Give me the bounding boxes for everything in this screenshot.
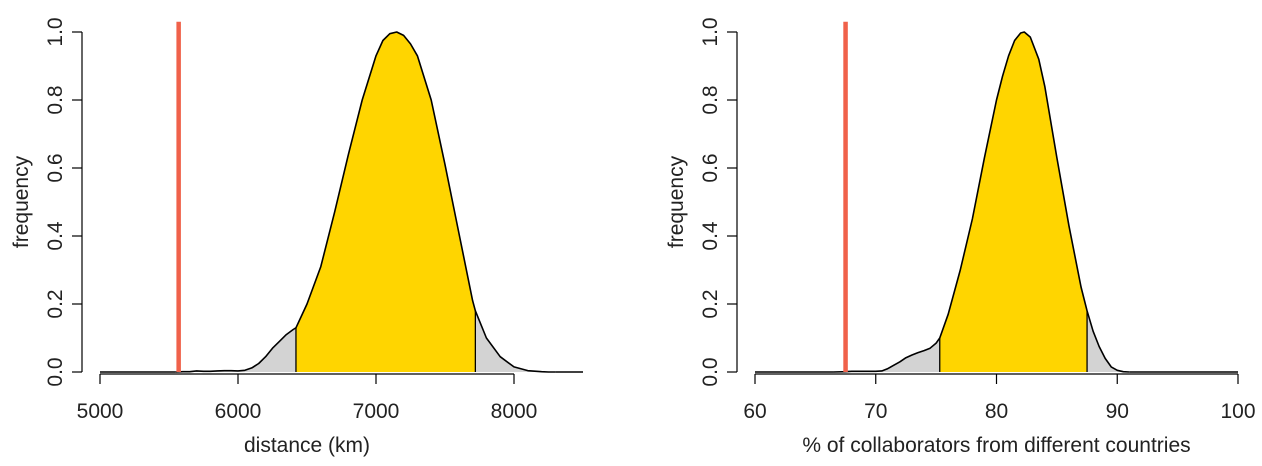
chart1-y-tick-label-4: 0.8: [44, 85, 67, 114]
chart1-y-tick-label-5: 1.0: [44, 17, 67, 46]
chart1-y-tick-label-0: 0.0: [44, 357, 67, 386]
chart2-y-axis-title: frequency: [665, 155, 688, 248]
chart1-interval-area: [295, 32, 476, 372]
chart2-x-tick-label-4: 100: [1220, 400, 1255, 423]
chart2-density-curve: [833, 31, 1130, 373]
chart2-y-tick-label-4: 0.8: [699, 85, 722, 114]
chart1-left-tail-area: [175, 327, 296, 372]
chart1-y-axis-title: frequency: [10, 155, 33, 248]
chart2-y-tick-label-1: 0.2: [699, 289, 722, 318]
chart1-x-tick-label-0: 5000: [77, 400, 124, 423]
chart1-right-tail-area: [475, 310, 556, 372]
chart2-y-tick-label-5: 1.0: [699, 17, 722, 46]
chart1-x-tick-label-1: 6000: [215, 400, 262, 423]
chart2-right-tail-area: [1087, 310, 1130, 372]
chart2-panel: 60 70 80 90 100 0.0 0.2 0.4 0.6 0.8 1.0 % of collab…: [665, 17, 1256, 457]
chart2-x-tick-label-2: 80: [985, 400, 1008, 423]
chart2-x-axis-title: % of collaborators from different countr…: [802, 434, 1190, 457]
chart2-y-tick-label-2: 0.4: [699, 221, 722, 251]
chart1-y-tick-label-2: 0.4: [44, 221, 67, 251]
chart1-panel: 5000 6000 7000 8000 0.0 0.2 0.4 0.6 0.8 1.0 distan…: [10, 17, 583, 457]
chart2-x-tick-label-0: 60: [743, 400, 766, 423]
chart1-x-axis-title: distance (km): [244, 434, 370, 457]
chart2-y-tick-label-0: 0.0: [699, 357, 722, 386]
chart1-x-tick-label-2: 7000: [353, 400, 400, 423]
chart2-x-tick-label-1: 70: [864, 400, 887, 423]
chart1-x-tick-label-3: 8000: [491, 400, 538, 423]
chart1-y-tick-label-3: 0.6: [44, 153, 67, 182]
chart2-left-tail-area: [833, 338, 940, 372]
chart2-interval-area: [939, 32, 1088, 372]
chart2-y-tick-label-3: 0.6: [699, 153, 722, 182]
chart2-x-tick-label-3: 90: [1106, 400, 1129, 423]
chart1-y-tick-label-1: 0.2: [44, 289, 67, 318]
chart1-density-curve: [175, 31, 556, 373]
